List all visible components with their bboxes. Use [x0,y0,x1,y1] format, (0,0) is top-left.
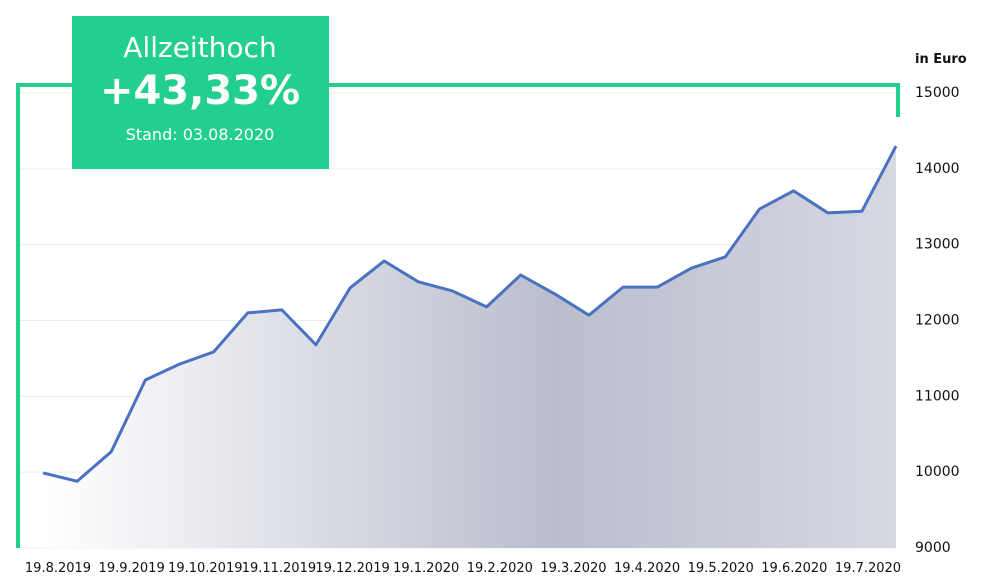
frame [16,83,900,548]
y-axis-label: in Euro [915,52,967,67]
x-tick-label: 19.12.2019 [315,561,389,576]
y-tick-label: 11000 [915,388,960,404]
x-tick-label: 19.10.2019 [168,561,242,576]
y-tick-label: 10000 [915,464,960,480]
x-tick-label: 19.4.2020 [614,561,680,576]
x-tick-label: 19.6.2020 [761,561,827,576]
line [42,145,898,483]
badge-title: Allzeithoch [123,31,276,64]
x-tick-label: 19.11.2019 [242,561,316,576]
x-tick-label: 19.1.2020 [393,561,459,576]
x-tick-label: 19.7.2020 [835,561,901,576]
x-tick-label: 19.5.2020 [688,561,754,576]
badge-value: +43,33% [100,68,300,114]
y-tick-label: 12000 [915,313,960,329]
x-tick-label: 19.9.2019 [99,561,165,576]
badge-date: Stand: 03.08.2020 [126,125,275,144]
y-tick-label: 15000 [915,85,960,101]
y-tick-label: 13000 [915,237,960,253]
y-tick-label: 14000 [915,161,960,177]
x-tick-label: 19.8.2019 [25,561,91,576]
badge [72,16,329,169]
y-tick-label: 9000 [915,540,951,556]
x-tick-label: 19.2.2020 [467,561,533,576]
area [43,146,896,549]
x-tick-label: 19.3.2020 [540,561,606,576]
